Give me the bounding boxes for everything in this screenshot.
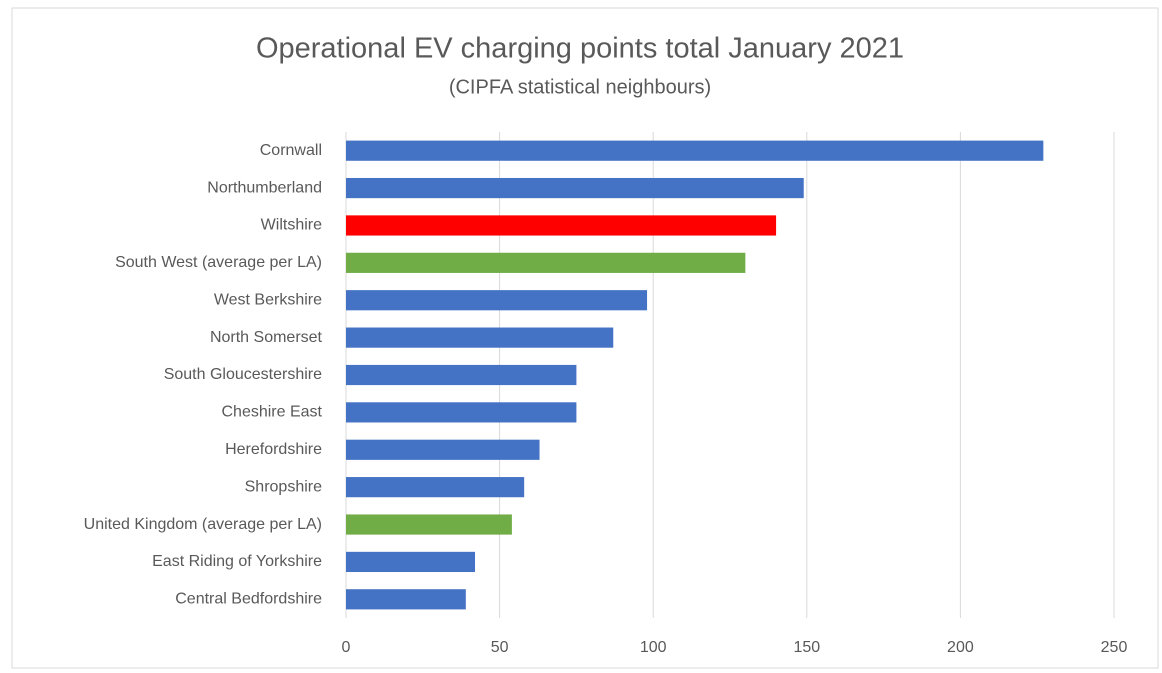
bar — [346, 215, 777, 236]
y-tick-label: Northumberland — [207, 179, 322, 196]
bar — [346, 140, 1044, 161]
y-tick-label: Cheshire East — [222, 404, 323, 421]
x-tick-label: 150 — [793, 639, 820, 656]
y-tick-label: South West (average per LA) — [115, 254, 322, 271]
bar — [346, 402, 577, 423]
bar — [346, 589, 466, 610]
bar — [346, 551, 476, 573]
chart-title: Operational EV charging points total Jan… — [256, 33, 904, 65]
x-tick-label: 250 — [1101, 639, 1128, 656]
bar — [346, 477, 525, 498]
y-tick-label: United Kingdom (average per LA) — [84, 516, 322, 533]
bar — [346, 364, 577, 386]
x-tick-label: 200 — [947, 639, 974, 656]
y-tick-label: Herefordshire — [225, 441, 322, 458]
y-tick-label: East Riding of Yorkshire — [152, 553, 322, 570]
bar — [346, 290, 648, 311]
bar — [346, 514, 512, 535]
chart-subtitle: (CIPFA statistical neighbours) — [449, 76, 711, 98]
bar — [346, 252, 746, 273]
bar — [346, 439, 540, 460]
y-tick-label: Central Bedfordshire — [175, 591, 322, 608]
y-tick-label: West Berkshire — [214, 291, 322, 308]
y-tick-label: Cornwall — [260, 142, 322, 159]
x-tick-label: 0 — [342, 639, 351, 656]
x-tick-label: 100 — [640, 639, 667, 656]
y-tick-label: South Gloucestershire — [164, 366, 322, 383]
y-tick-label: North Somerset — [210, 329, 323, 346]
x-tick-label: 50 — [491, 639, 509, 656]
bar — [346, 177, 804, 199]
y-tick-label: Wiltshire — [261, 217, 322, 234]
y-tick-label: Shropshire — [245, 478, 322, 495]
bar — [346, 327, 614, 348]
